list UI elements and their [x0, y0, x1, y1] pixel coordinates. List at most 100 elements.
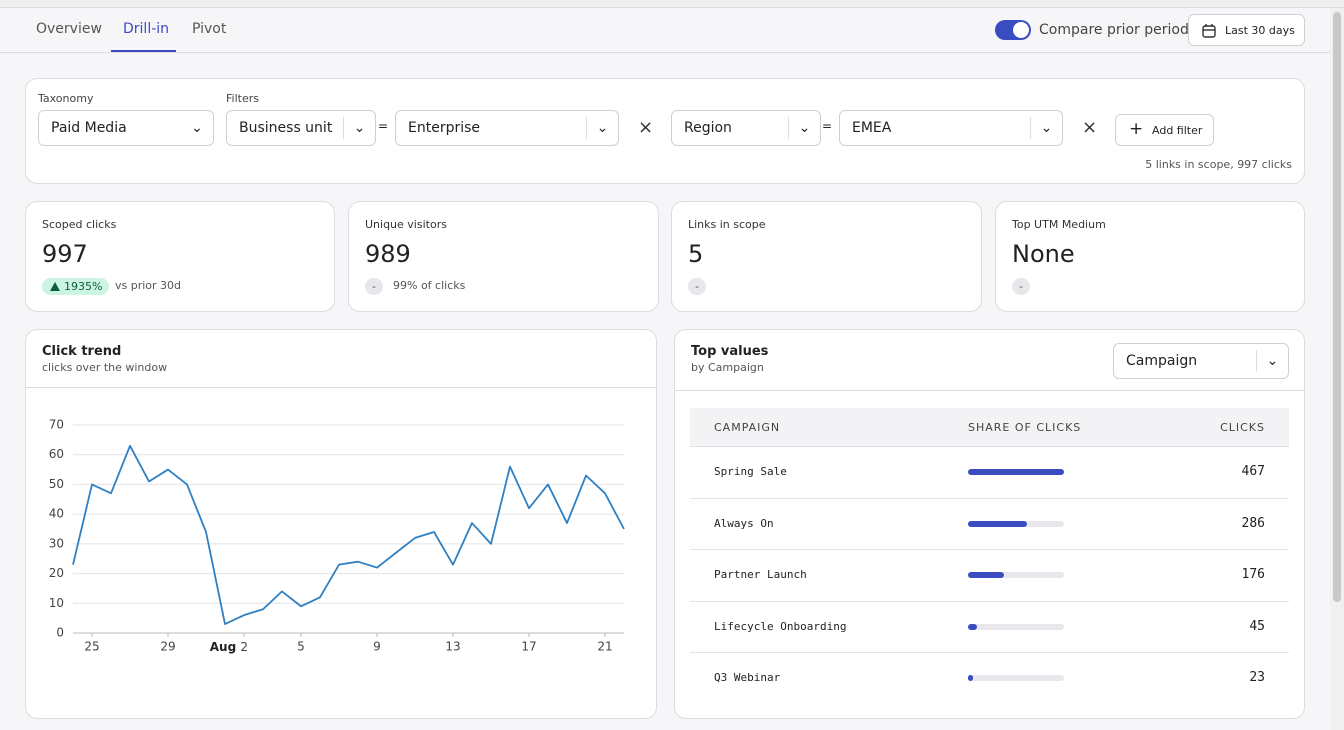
kpi-card: Top UTM Medium None - [995, 201, 1305, 312]
tab[interactable]: Overview [36, 21, 102, 37]
share-bar [968, 675, 973, 681]
kpi-label: Unique visitors [365, 218, 447, 231]
value-select[interactable]: EMEA ⌄ [839, 110, 1063, 146]
kpi-card: Links in scope 5 - [671, 201, 982, 312]
divider [675, 390, 1304, 391]
taxonomy-select[interactable]: Paid Media ⌄ [38, 110, 214, 146]
clicks: 286 [1241, 515, 1265, 531]
kpi-card: Unique visitors 989 - 99% of clicks [348, 201, 659, 312]
share-bar [968, 572, 1005, 578]
x-tick-label: Aug 2 [210, 640, 248, 654]
share-track [968, 623, 1064, 630]
filter-card: Taxonomy Filters Paid Media ⌄ Business un… [25, 78, 1305, 184]
x-tick-label: 21 [597, 640, 612, 654]
value-select[interactable]: Enterprise ⌄ [395, 110, 619, 146]
top-values-card: Top values by Campaign Campaign ⌄ CAMPAIG… [674, 329, 1305, 719]
dimension-select[interactable]: Campaign ⌄ [1113, 343, 1289, 379]
column-header: CAMPAIGN [714, 421, 781, 434]
campaign-name: Q3 Webinar [714, 671, 781, 684]
y-tick-label: 0 [56, 626, 64, 640]
card-title: Top values [691, 344, 769, 359]
y-tick-label: 70 [49, 418, 64, 432]
chart-title: Click trend [42, 344, 122, 359]
scroll-thumb[interactable] [1333, 12, 1341, 602]
clicks: 467 [1241, 464, 1265, 479]
y-tick-label: 60 [49, 447, 64, 461]
date-button[interactable]: Last 30 days [1188, 14, 1305, 46]
table-row: Q3 Webinar 23 [690, 653, 1289, 705]
table-row: Lifecycle Onboarding 45 [690, 602, 1289, 653]
select-value: Paid Media [51, 120, 127, 136]
share-track [968, 675, 1064, 681]
field-select[interactable]: Business unit ⌄ [226, 110, 376, 146]
x-tick-label: 13 [445, 640, 460, 654]
kpi-value: 5 [688, 240, 704, 268]
scope-summary: 5 links in scope, 997 clicks [1145, 158, 1292, 171]
scrollbar [1330, 8, 1344, 730]
remove-filter[interactable]: × [638, 117, 654, 138]
compare-label: Compare prior period [1039, 22, 1189, 38]
campaign-name: Spring Sale [714, 465, 787, 478]
select-value: Region [684, 120, 732, 136]
kpi-value: 989 [365, 240, 411, 268]
tab-active[interactable]: Drill-in [111, 8, 176, 52]
up-icon [50, 282, 60, 291]
table-row: Spring Sale 467 [690, 447, 1289, 499]
trend-line [72, 444, 625, 625]
field-select[interactable]: Region ⌄ [671, 110, 821, 146]
campaign-name: Partner Launch [714, 568, 807, 581]
kpi-label: Links in scope [688, 218, 766, 231]
campaign-name: Always On [714, 516, 774, 530]
select-value: EMEA [852, 120, 892, 136]
y-tick-label: 30 [49, 536, 64, 550]
y-tick-label: 20 [49, 566, 64, 580]
share-track [968, 469, 1064, 475]
share-track [968, 572, 1064, 578]
x-tick-label: 17 [521, 640, 536, 654]
remove-filter[interactable]: × [1082, 117, 1098, 138]
kpi-label: Scoped clicks [42, 218, 117, 231]
tab[interactable]: Pivot [192, 21, 227, 37]
tab-label: Drill-in [123, 21, 170, 37]
kpi-label: Top UTM Medium [1012, 218, 1106, 231]
toggle-knob [1013, 22, 1029, 38]
kpi-card: Scoped clicks 997 1935% vs prior 30d [25, 201, 335, 312]
add-filter-button[interactable]: + Add filter [1115, 114, 1214, 146]
share-bar [968, 520, 1027, 527]
toggle[interactable] [995, 20, 1031, 40]
kpi-badge: - [688, 278, 706, 295]
calendar-icon [1202, 24, 1216, 38]
x-tick-label: 9 [373, 640, 381, 654]
column-header: SHARE OF CLICKS [968, 421, 1082, 434]
tab-bar: Overview Drill-in Pivot Compare prior pe… [0, 8, 1330, 53]
table-row: Partner Launch 176 [690, 550, 1289, 602]
x-tick-label: 29 [160, 640, 175, 654]
y-tick-label: 40 [49, 507, 64, 521]
operator: = [378, 119, 389, 133]
line-chart: 0 10 20 30 40 50 60 70 25 29 Aug 2 5 9 13 17 21 [49, 418, 625, 654]
select-value: Business unit [239, 120, 333, 136]
kpi-note: vs prior 30d [115, 279, 182, 292]
kpi-note: 99% of clicks [393, 279, 466, 292]
share-track [968, 520, 1064, 527]
share-bar [968, 623, 978, 630]
kpi-badge: - [365, 278, 383, 295]
delta-badge: 1935% [42, 278, 110, 295]
taxonomy-label: Taxonomy [38, 92, 94, 105]
table-row: Always On 286 [690, 499, 1289, 550]
kpi-badge: - [1012, 278, 1030, 295]
divider [26, 387, 656, 388]
column-header: CLICKS [1220, 421, 1265, 434]
chart-card: Click trend clicks over the window 0 10 20… [25, 329, 657, 719]
y-tick-label: 10 [49, 596, 64, 610]
select-value: Campaign [1126, 353, 1198, 369]
clicks: 23 [1249, 670, 1265, 685]
select-value: Enterprise [408, 120, 481, 136]
chart-subtitle: clicks over the window [42, 361, 168, 374]
clicks: 176 [1241, 567, 1265, 582]
delta: 1935% [64, 280, 103, 293]
table-header: CAMPAIGN SHARE OF CLICKS CLICKS [690, 408, 1289, 447]
operator: = [822, 119, 833, 133]
button-label: Add filter [1152, 124, 1203, 137]
